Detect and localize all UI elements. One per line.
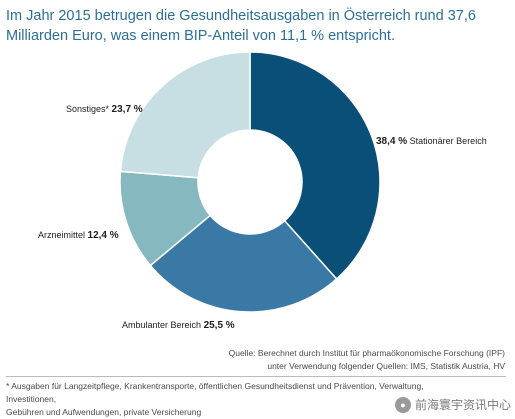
slice-ambulant xyxy=(149,214,338,313)
label-ambulant: Ambulanter Bereich 25,5 % xyxy=(122,320,235,331)
wechat-icon: ● xyxy=(394,396,411,413)
category-label-ambulant: Ambulanter Bereich xyxy=(122,320,202,330)
footnote: * Ausgaben für Langzeitpflege, Krankentr… xyxy=(6,380,466,419)
value-label-sonstiges: 23,7 % xyxy=(111,104,143,115)
category-label-sonstiges: Sonstiges* xyxy=(66,104,110,114)
chart-title: Im Jahr 2015 betrugen die Gesundheitsaus… xyxy=(6,8,476,44)
footnote-line-2: Gebühren und Aufwendungen, private Versi… xyxy=(6,407,202,417)
divider xyxy=(6,376,506,377)
slice-stationaer xyxy=(249,51,381,281)
donut-chart xyxy=(119,51,381,313)
category-label-arzneimittel: Arzneimittel xyxy=(38,230,86,240)
label-arzneimittel: Arzneimittel 12,4 % xyxy=(38,230,119,241)
source-line-2: unter Verwendung folgender Quellen: IMS,… xyxy=(267,361,505,371)
footnote-line-1: * Ausgaben für Langzeitpflege, Krankentr… xyxy=(6,381,424,404)
value-label-arzneimittel: 12,4 % xyxy=(87,230,119,241)
category-label-stationaer: Stationärer Bereich xyxy=(409,136,487,146)
source-line-1: Quelle: Berechnet durch Institut für pha… xyxy=(228,348,505,358)
value-label-ambulant: 25,5 % xyxy=(203,320,235,331)
watermark: ● 前海寰宇资讯中心 xyxy=(394,396,511,413)
source-note: Quelle: Berechnet durch Institut für pha… xyxy=(175,347,505,373)
slice-sonstiges xyxy=(119,51,251,179)
watermark-text: 前海寰宇资讯中心 xyxy=(414,398,511,412)
label-stationaer: 38,4 % Stationärer Bereich xyxy=(376,136,487,147)
label-sonstiges: Sonstiges* 23,7 % xyxy=(66,104,143,115)
value-label-stationaer: 38,4 % xyxy=(376,136,408,147)
